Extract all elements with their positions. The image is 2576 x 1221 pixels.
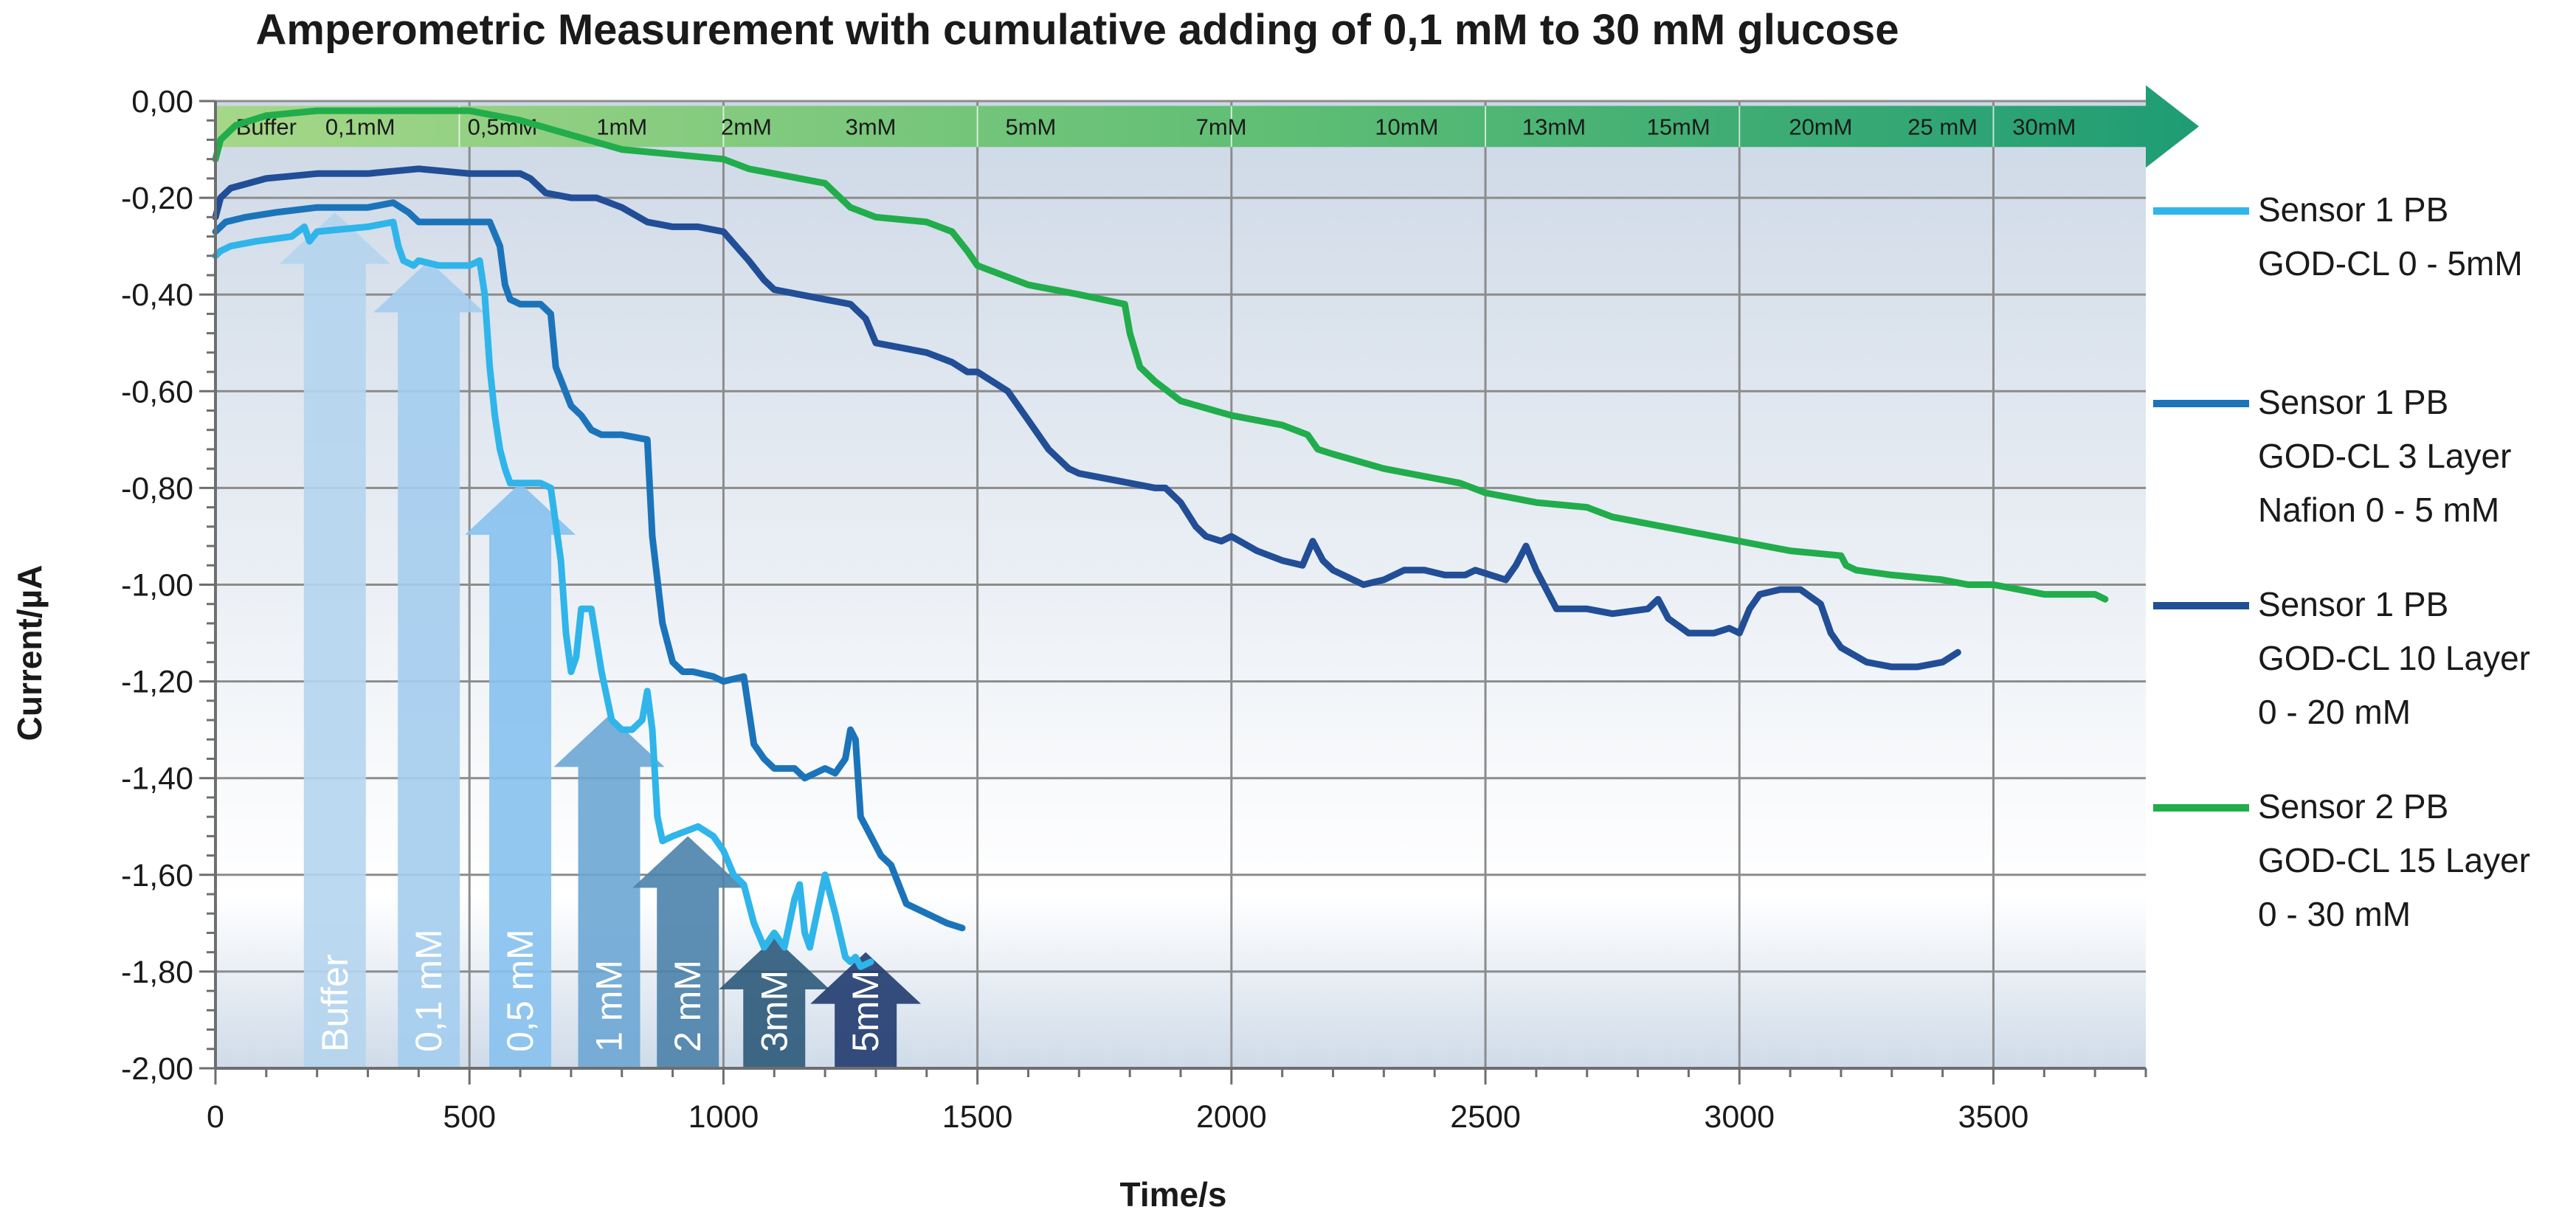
y-tick-label-0: 0,00	[131, 84, 193, 120]
addition-arrow-label-4: 2 mM	[667, 960, 708, 1052]
addition-arrow-5	[719, 938, 830, 1068]
x-tick-label-4: 2000	[1196, 1099, 1267, 1135]
band-label-3: 1mM	[596, 114, 647, 139]
legend-text-2-0: Sensor 1 PB	[2258, 585, 2448, 623]
band-label-10: 15mM	[1647, 114, 1710, 139]
addition-arrow-label-3: 1 mM	[589, 960, 630, 1052]
addition-arrow-4	[632, 836, 744, 1068]
addition-arrow-3	[553, 715, 665, 1068]
y-tick-label-10: -2,00	[121, 1051, 193, 1087]
x-tick-label-7: 3500	[1958, 1099, 2029, 1135]
y-tick-label-5: -1,00	[121, 568, 193, 603]
legend-text-0-1: GOD-CL 0 - 5mM	[2258, 244, 2523, 283]
legend-entry-2: Sensor 1 PB GOD-CL 10 Layer 0 - 20 mM	[2153, 585, 2530, 731]
series-line-3	[212, 107, 2109, 603]
addition-arrow-1	[373, 260, 485, 1069]
band-label-5: 3mM	[846, 114, 897, 139]
axes	[199, 100, 2147, 1085]
addition-arrows: Buffer 0,1 mM 0,5 mM 1 mM 2 mM 3mM 5mM	[279, 212, 922, 1069]
legend-text-1-0: Sensor 1 PB	[2258, 383, 2448, 421]
addition-arrow-label-0: Buffer	[314, 955, 356, 1053]
legend-text-3-2: 0 - 30 mM	[2258, 895, 2411, 933]
addition-arrow-label-2: 0,5 mM	[500, 929, 541, 1052]
concentration-band: Buffer 0,1mM 0,5mM 1mM 2mM 3mM 5mM 7mM 10mM 13mM 1…	[215, 85, 2199, 168]
legend-text-3-0: Sensor 2 PB	[2258, 787, 2448, 826]
series-line-0	[212, 218, 874, 970]
y-tick-label-6: -1,20	[121, 665, 193, 700]
band-label-8: 10mM	[1375, 114, 1438, 139]
x-tick-label-5: 2500	[1450, 1099, 1521, 1135]
band-label-9: 13mM	[1522, 114, 1586, 139]
band-label-4: 2mM	[721, 114, 772, 139]
addition-arrow-6	[810, 952, 922, 1068]
band-label-12: 25 mM	[1907, 114, 1978, 139]
addition-arrow-label-1: 0,1 mM	[408, 929, 449, 1052]
x-tick-label-6: 3000	[1704, 1099, 1775, 1135]
band-label-6: 5mM	[1005, 114, 1056, 139]
x-tick-label-1: 500	[443, 1099, 496, 1135]
y-tick-label-1: -0,20	[121, 181, 193, 216]
legend-entry-1: Sensor 1 PB GOD-CL 3 Layer Nafion 0 - 5 mM	[2153, 383, 2511, 529]
y-tick-labels: 0,00 -0,20 -0,40 -0,60 -0,80 -1,00 -1,20 -1,40 -…	[121, 84, 193, 1087]
legend-entry-3: Sensor 2 PB GOD-CL 15 Layer 0 - 30 mM	[2153, 787, 2530, 933]
legend-text-0-0: Sensor 1 PB	[2258, 190, 2448, 229]
y-tick-label-3: -0,60	[121, 374, 193, 409]
legend-text-3-1: GOD-CL 15 Layer	[2258, 841, 2530, 879]
y-tick-label-8: -1,60	[121, 858, 193, 893]
series-lines	[212, 107, 2109, 970]
y-tick-label-2: -0,40	[121, 277, 193, 313]
legend-text-1-2: Nafion 0 - 5 mM	[2258, 491, 2499, 529]
addition-arrow-label-5: 3mM	[753, 970, 795, 1052]
y-tick-label-7: -1,40	[121, 761, 193, 797]
addition-arrow-0	[279, 212, 390, 1068]
legend-entry-0: Sensor 1 PB GOD-CL 0 - 5mM	[2153, 190, 2523, 283]
x-tick-labels: 0 500 1000 1500 2000 2500 3000 3500	[207, 1099, 2028, 1135]
y-tick-label-9: -1,80	[121, 955, 193, 990]
x-axis-label: Time/s	[1120, 1175, 1227, 1214]
x-tick-label-3: 1500	[942, 1099, 1013, 1135]
addition-arrow-label-6: 5mM	[845, 970, 886, 1052]
legend: Sensor 1 PB GOD-CL 0 - 5mM Sensor 1 PB GOD-…	[2153, 190, 2530, 933]
band-label-7: 7mM	[1196, 114, 1247, 139]
concentration-band-arrow	[215, 85, 2199, 168]
chart-title: Amperometric Measurement with cumulative…	[255, 6, 1899, 54]
y-axis-label: Current/µA	[10, 565, 49, 741]
legend-text-1-1: GOD-CL 3 Layer	[2258, 437, 2511, 475]
band-label-13: 30mM	[2012, 114, 2076, 139]
addition-arrow-2	[465, 482, 576, 1068]
x-tick-label-2: 1000	[688, 1099, 759, 1135]
legend-text-2-1: GOD-CL 10 Layer	[2258, 639, 2530, 677]
series-line-2	[212, 165, 1961, 671]
legend-text-2-2: 0 - 20 mM	[2258, 693, 2411, 731]
band-label-11: 20mM	[1789, 114, 1852, 139]
band-label-1: 0,1mM	[325, 114, 396, 139]
series-line-1	[212, 199, 966, 932]
x-tick-label-0: 0	[207, 1099, 224, 1135]
y-tick-label-4: -0,80	[121, 471, 193, 506]
